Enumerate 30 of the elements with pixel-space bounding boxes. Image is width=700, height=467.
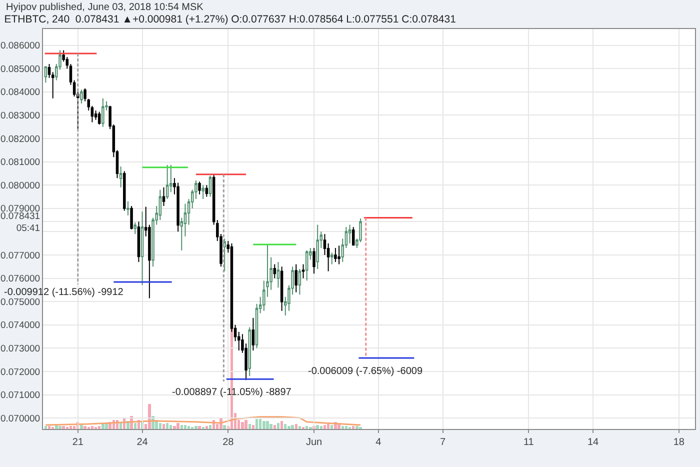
chart-subtitle: Hyipov published, June 03, 2018 10:54 MSK bbox=[6, 2, 204, 13]
x-tick-label: Jun bbox=[306, 437, 322, 448]
y-tick-label: 0.084000 bbox=[0, 87, 40, 98]
y-tick-label: 0.075000 bbox=[0, 296, 40, 308]
y-tick-label: 0.074000 bbox=[0, 320, 40, 332]
y-tick-label: 0.082000 bbox=[0, 134, 40, 145]
y-tick-label: 0.076000 bbox=[0, 274, 40, 285]
y-tick-label: 0.077000 bbox=[0, 250, 40, 262]
x-tick-label: 18 bbox=[673, 437, 685, 448]
y-tick-label: 0.073000 bbox=[0, 343, 40, 354]
y-tick-label: 0.083000 bbox=[0, 110, 40, 122]
x-tick-label: 21 bbox=[72, 437, 84, 448]
x-tick-label: 28 bbox=[222, 437, 234, 448]
y-tick-label: 0.080000 bbox=[0, 180, 40, 192]
annotation: -0.008897 (-11.05%) -8897 bbox=[172, 387, 292, 398]
x-tick-label: 24 bbox=[136, 437, 148, 448]
x-tick-label: 7 bbox=[440, 437, 446, 448]
x-tick-label: 14 bbox=[587, 437, 600, 448]
y-tick-label: 0.071000 bbox=[0, 390, 40, 402]
y-tick-label: 0.081000 bbox=[0, 157, 40, 168]
y-tick-label: 0.085000 bbox=[0, 64, 40, 75]
x-tick-label: 11 bbox=[523, 437, 534, 448]
y-tick-label: 0.070000 bbox=[0, 413, 40, 424]
annotation: -0.006009 (-7.65%) -6009 bbox=[308, 366, 423, 377]
chart-title: ETHBTC, 240 0.078431 ▲+0.000981 (+1.27%) O:0.077637 H:0.078564 L:0.077551 C:0.078431 bbox=[4, 14, 456, 26]
y-tick-label: 0.078431 05:41 bbox=[0, 210, 40, 234]
y-tick-label: 0.086000 bbox=[0, 40, 40, 52]
annotation: -0.009912 (-11.56%) -9912 bbox=[4, 287, 124, 298]
x-tick-label: 4 bbox=[376, 437, 382, 448]
y-tick-label: 0.072000 bbox=[0, 366, 40, 378]
